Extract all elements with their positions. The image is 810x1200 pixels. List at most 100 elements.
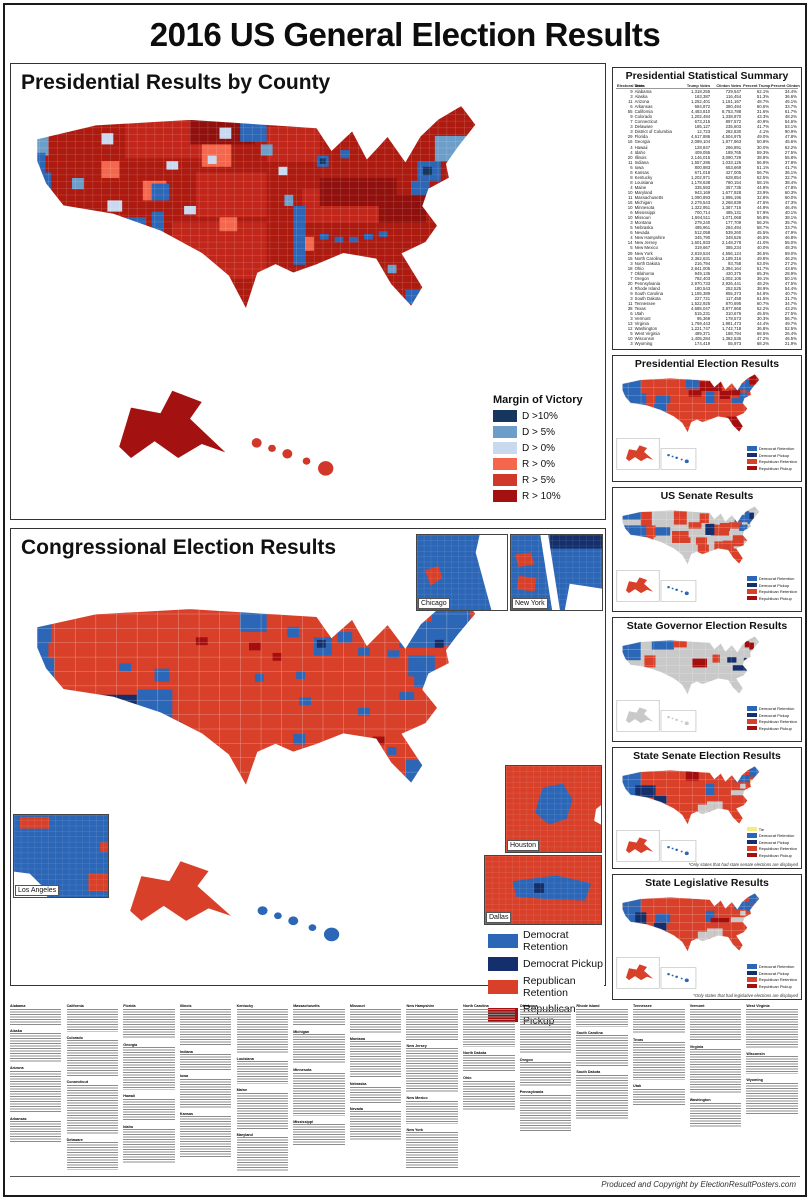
legend-label: Democrat Retention — [758, 576, 795, 581]
legend-item: Republican Pickup — [746, 984, 797, 989]
legend-item: Republican Retention — [746, 846, 797, 851]
legend-item: Democrat Pickup — [746, 453, 797, 458]
stats-row: 3 South Dakota 227,721 117,458 61.5% 31.7% — [630, 295, 797, 301]
stats-row: 6 Kansas 671,018 427,005 56.7% 36.1% — [630, 169, 797, 175]
stats-row: 4 Hawaii 128,847 266,891 30.0% 62.2% — [630, 144, 797, 150]
state-name: Virginia — [689, 1044, 704, 1049]
legend-label: Democrat Retention — [758, 964, 795, 969]
credit-text: Produced and Copyright by ElectionResult… — [601, 1180, 796, 1189]
micro-text-lines — [10, 1008, 62, 1025]
state-results-block: Delaware — [66, 1138, 121, 1170]
legend-label: Democrat Pickup — [758, 839, 790, 845]
state-name: Oregon — [519, 1057, 533, 1062]
legend-swatch — [746, 712, 757, 718]
legend-item: Democrat Retention — [746, 964, 797, 969]
fine-print-column: Missouri Montana Nebraska Nevada — [349, 1004, 404, 1172]
us-senate-map — [616, 505, 760, 602]
state-results-block: Colorado — [66, 1036, 121, 1076]
micro-text-lines — [746, 1008, 798, 1048]
state-results-block: Wyoming — [746, 1078, 800, 1114]
side-map-legend: Tie Democrat Retention Democrat Pickup Repu… — [746, 826, 797, 860]
legend-swatch — [746, 964, 757, 969]
presidential-states-map — [616, 373, 760, 470]
legend-label: Republican Pickup — [758, 725, 792, 731]
inset-dallas: Dallas — [484, 855, 602, 925]
legend-item: Democrat Retention — [746, 706, 797, 711]
state-results-block: Georgia — [123, 1042, 177, 1090]
state-legislative-map — [616, 892, 760, 989]
state-results-block: Pennsylvania — [519, 1090, 574, 1132]
state-name: Tennessee — [633, 1004, 652, 1008]
legend-item: Democrat Retention — [746, 833, 797, 838]
state-name: Washington — [689, 1098, 711, 1102]
stats-row: 10 Wisconsin 1,405,284 1,382,536 47.2% 46.5% — [627, 336, 797, 342]
legend-label: R > 5% — [522, 474, 556, 486]
state-senate-results-panel: State Senate Election Results Tie Democra… — [612, 747, 802, 869]
fine-print-column: Rhode Island South Carolina South Dakota — [576, 1004, 630, 1172]
us-senate-results-panel: US Senate Results Democrat Retention Demo… — [612, 487, 802, 612]
legend-swatch — [488, 934, 518, 948]
micro-text-lines — [406, 1100, 458, 1124]
state-results-block: Kentucky — [236, 1004, 291, 1053]
micro-text-lines — [66, 1084, 119, 1134]
legend-item: Democrat Pickup — [488, 957, 604, 971]
col-electoral-votes: Electoral Votes — [616, 83, 645, 89]
legend-swatch — [746, 826, 757, 832]
state-results-block: Rhode Island — [576, 1004, 630, 1027]
legend-swatch — [493, 442, 517, 454]
stats-row: 6 Nevada 512,058 539,260 45.5% 47.9% — [630, 230, 797, 236]
legend-swatch — [746, 725, 757, 731]
state-results-block: Florida — [123, 1004, 177, 1039]
micro-text-lines — [349, 1008, 402, 1033]
state-name: Nebraska — [349, 1082, 367, 1086]
legend-label: Democrat Pickup — [523, 958, 603, 970]
stats-row: 29 Florida 4,617,886 4,504,975 49.0% 47.8% — [627, 134, 797, 140]
stats-row: 3 Wyoming 174,419 55,973 68.2% 21.9% — [630, 341, 797, 347]
fine-print-column: Illinois Indiana Iowa Kansas — [179, 1004, 234, 1172]
state-results-block: Kansas — [179, 1112, 234, 1158]
micro-text-lines — [293, 1124, 345, 1146]
state-name: Indiana — [179, 1049, 193, 1054]
state-name: Montana — [349, 1036, 366, 1041]
stats-row: 16 Michigan 2,279,543 2,268,839 47.5% 47.3% — [627, 200, 797, 206]
legend-item: Republican Pickup — [746, 465, 797, 471]
micro-text-lines — [576, 1035, 628, 1066]
legend-swatch — [746, 582, 757, 588]
legend-swatch — [493, 474, 517, 486]
state-name: Mississippi — [293, 1119, 314, 1124]
state-results-block: Missouri — [349, 1004, 404, 1033]
state-name: Maryland — [236, 1132, 253, 1137]
state-results-block: Tennessee — [633, 1004, 687, 1034]
state-name: Illinois — [179, 1004, 192, 1008]
state-results-block: Nebraska — [349, 1082, 404, 1103]
state-name: Arkansas — [10, 1116, 27, 1121]
state-results-block: Nevada — [349, 1107, 404, 1140]
state-results-block: Arkansas — [10, 1116, 64, 1142]
legend-swatch — [493, 426, 517, 438]
side-map-legend: Democrat Retention Democrat Pickup Republi… — [746, 706, 797, 732]
legend-swatch — [493, 490, 517, 502]
stats-row: 38 Texas 4,685,047 3,877,868 52.2% 43.2% — [627, 306, 797, 312]
poster-title: 2016 US General Election Results — [149, 16, 661, 53]
stats-row: 9 South Carolina 1,155,389 855,373 54.9% 40.7… — [630, 290, 797, 296]
stats-row: 9 Alabama 1,318,255 729,547 62.1% 34.4% — [630, 89, 797, 94]
state-name: California — [66, 1004, 84, 1008]
state-name: Georgia — [123, 1042, 138, 1047]
stats-row: 4 Idaho 409,055 189,765 59.3% 27.5% — [630, 149, 797, 155]
legend-label: D > 5% — [522, 426, 556, 438]
stats-row: 6 Utah 515,231 310,676 45.5% 27.5% — [630, 311, 797, 317]
stats-row: 11 Indiana 1,557,286 1,033,126 56.8% 37.8% — [628, 159, 797, 165]
micro-text-lines — [123, 1008, 175, 1039]
legend-label: Democrat Retention — [758, 706, 795, 711]
micro-text-lines — [236, 1137, 289, 1172]
legend-item: Democrat Pickup — [746, 712, 797, 718]
stats-row: 4 Maine 335,593 357,735 44.9% 47.8% — [630, 184, 797, 190]
stats-row: 3 North Dakota 216,794 93,758 63.0% 27.2% — [630, 260, 797, 266]
legend-swatch — [746, 576, 757, 581]
state-results-block: Michigan — [293, 1030, 347, 1064]
legend-swatch — [746, 465, 757, 471]
state-results-block: West Virginia — [746, 1004, 800, 1048]
legend-swatch — [746, 459, 757, 464]
legend-swatch — [488, 980, 518, 994]
